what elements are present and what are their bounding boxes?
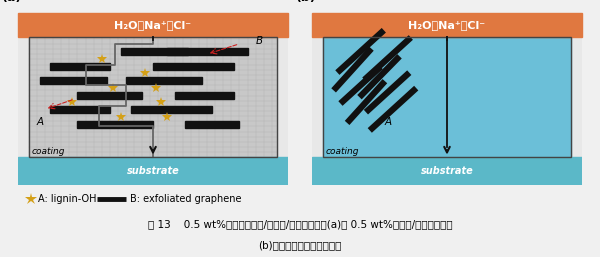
Text: H₂O、Na⁺、Cl⁻: H₂O、Na⁺、Cl⁻ [115,20,191,30]
Bar [185,121,239,127]
Text: coating: coating [32,147,65,156]
Text: B: B [256,36,263,46]
Text: 图 13    0.5 wt%羟基化木质素/石墨烯/水性环氧树脂(a)和 0.5 wt%石墨烯/水性环氧树脂: 图 13 0.5 wt%羟基化木质素/石墨烯/水性环氧树脂(a)和 0.5 wt… [148,219,452,229]
Text: substrate: substrate [127,166,179,176]
Bar [126,77,202,84]
Bar [77,92,142,99]
Bar [40,77,107,84]
Text: (b): (b) [296,0,316,4]
Bar [175,92,234,99]
Text: A: A [385,117,392,127]
Bar [131,106,212,113]
Bar [121,48,188,55]
Bar [312,158,582,185]
Bar [18,13,288,37]
Bar [50,106,110,113]
Text: coating: coating [325,147,359,156]
Bar [323,37,571,158]
Bar [323,37,571,158]
Text: H₂O、Na⁺、Cl⁻: H₂O、Na⁺、Cl⁻ [409,20,485,30]
Bar [29,37,277,158]
Bar [312,13,582,37]
Bar [77,121,153,127]
Text: A: lignin-OH: A: lignin-OH [38,194,96,204]
Bar [50,63,110,70]
Bar [18,158,288,185]
Text: (a): (a) [2,0,22,4]
Text: A: A [37,117,44,127]
Bar [29,37,277,158]
Bar [167,48,248,55]
Text: (b)腑蚊粒子腑蚊路径示意图: (b)腑蚊粒子腑蚊路径示意图 [259,241,341,250]
Bar [153,63,234,70]
Text: B: exfoliated graphene: B: exfoliated graphene [130,194,241,204]
Text: substrate: substrate [421,166,473,176]
